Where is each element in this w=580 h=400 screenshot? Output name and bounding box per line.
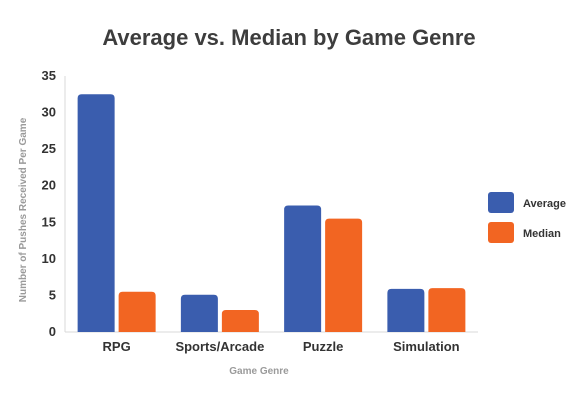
y-tick-label: 25: [42, 141, 56, 156]
bar-average-rpg: [77, 94, 115, 333]
bar-average-sports-arcade: [180, 294, 218, 332]
y-tick-label: 20: [42, 178, 56, 193]
chart-title: Average vs. Median by Game Genre: [102, 25, 475, 50]
y-tick-label: 5: [49, 287, 56, 302]
y-tick-label: 0: [49, 324, 56, 339]
y-tick-label: 15: [42, 214, 56, 229]
x-tick-label: Simulation: [393, 339, 460, 354]
y-ticks: 0 5 10 15 20 25 30 35: [42, 68, 56, 339]
bar-median-puzzle: [325, 218, 363, 332]
bar-average-puzzle: [284, 205, 322, 332]
bar-median-rpg: [118, 291, 156, 332]
legend: Average Median: [488, 192, 566, 243]
x-tick-label: RPG: [103, 339, 131, 354]
x-axis-label: Game Genre: [229, 366, 289, 377]
x-tick-label: Puzzle: [303, 339, 343, 354]
legend-label-average: Average: [523, 198, 566, 210]
y-tick-label: 35: [42, 68, 56, 83]
bar-average-simulation: [387, 288, 425, 332]
y-tick-label: 30: [42, 105, 56, 120]
y-axis-label: Number of Pushes Received Per Game: [18, 117, 29, 302]
x-tick-label: Sports/Arcade: [175, 339, 264, 354]
legend-swatch-average: [488, 192, 514, 213]
legend-label-median: Median: [523, 228, 561, 240]
bar-median-simulation: [428, 288, 466, 332]
bars: [77, 94, 466, 333]
legend-swatch-median: [488, 222, 514, 243]
x-ticks: RPG Sports/Arcade Puzzle Simulation: [103, 339, 460, 354]
y-tick-label: 10: [42, 251, 56, 266]
bar-median-sports-arcade: [221, 310, 259, 332]
